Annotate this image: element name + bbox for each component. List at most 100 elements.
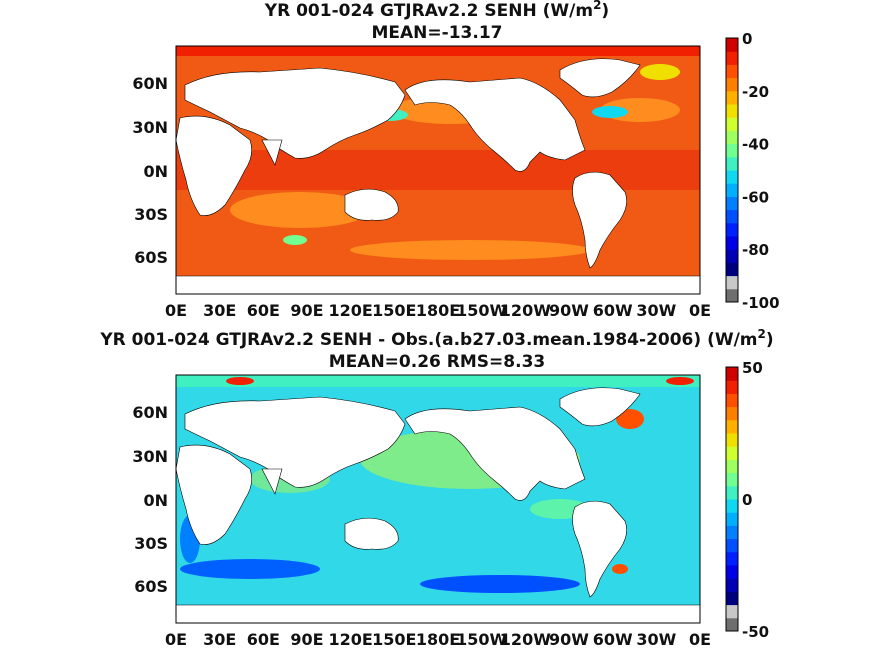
top-southern-spot [283,235,307,245]
top-lon-tick-7: 150W [456,301,507,320]
bottom-lon-tick-8: 120W [500,630,551,649]
top-colorbar-swatch [726,275,738,290]
top-colorbar: 0 -20 -40 -60 -80 -100 [725,30,780,312]
top-colorbar-swatch [726,51,738,65]
bottom-colorbar-tick: 50 [742,359,763,377]
top-lon-tick-8: 120W [500,301,551,320]
bottom-arctic-strip [176,375,700,387]
top-panel: YR 001-024 GTJRAv2.2 SENH (W/m2) MEAN=-1… [132,0,779,320]
top-colorbar-tick: -100 [742,294,780,312]
bottom-falkland-red [612,564,628,574]
top-colorbar-swatch [726,262,738,277]
top-patch-southern [350,240,590,260]
top-lon-tick-1: 30E [203,301,236,320]
bottom-lon-tick-10: 60W [593,630,633,649]
bottom-panel: YR 001-024 GTJRAv2.2 SENH - Obs.(a.b27.0… [99,327,773,649]
bottom-colorbar-tick: -50 [742,623,769,641]
bottom-colorbar-swatch [726,604,738,619]
top-lon-tick-10: 60W [593,301,633,320]
top-lon-tick-4: 120E [329,301,373,320]
top-colorbar-tick: -80 [742,241,769,259]
bottom-colorbar-swatch [726,512,738,526]
bottom-title-line1: YR 001-024 GTJRAv2.2 SENH - Obs.(a.b27.0… [99,327,773,350]
top-colorbar-swatch [726,117,738,131]
bottom-lat-tick-60n: 60N [132,403,168,422]
bottom-blue-southern-east [420,575,580,593]
top-lat-tick-0n: 0N [143,162,168,181]
bottom-arctic-red-2 [666,377,694,385]
bottom-colorbar-swatch [726,433,738,447]
bottom-lon-tick-11: 30W [636,630,676,649]
top-arctic-strip [176,46,700,56]
top-lat-tick-30s: 30S [134,205,168,224]
top-lon-tick-2: 60E [247,301,280,320]
bottom-colorbar-swatch [726,446,738,460]
bottom-colorbar-swatch [726,380,738,394]
bottom-colorbar-swatch [726,393,738,408]
bottom-map-frame [175,374,701,624]
top-colorbar-swatch [726,143,738,158]
bottom-arctic-red-1 [226,377,254,385]
top-map-frame [175,45,701,295]
bottom-title-line2: MEAN=0.26 RMS=8.33 [329,352,545,372]
bottom-blue-southern-west [180,559,320,579]
top-colorbar-swatch [726,236,738,250]
top-labrador-spot [640,64,680,80]
bottom-colorbar-swatch [726,367,738,381]
bottom-lon-tick-2: 60E [247,630,280,649]
bottom-colorbar-swatch [726,551,738,566]
bottom-colorbar-swatch [726,591,738,606]
bottom-lon-tick-5: 150E [372,630,416,649]
top-colorbar-swatch [726,130,738,145]
bottom-lat-tick-60s: 60S [134,577,168,596]
top-lon-tick-12: 0E [689,301,711,320]
bottom-colorbar-swatch [726,525,738,540]
top-lat-tick-60s: 60S [134,248,168,267]
bottom-colorbar-swatch [726,617,738,632]
bottom-colorbar-swatch [726,472,738,487]
bottom-colorbar-swatch [726,578,738,592]
top-colorbar-swatch [726,90,738,105]
bottom-labrador-red [616,409,644,429]
top-colorbar-swatch [726,104,738,118]
top-colorbar-swatch [726,64,738,79]
top-colorbar-swatch [726,183,738,197]
bottom-lon-tick-1: 30E [203,630,236,649]
bottom-lat-tick-30n: 30N [132,447,168,466]
bottom-colorbar: 50 0 -50 [725,359,769,641]
top-colorbar-swatch [726,196,738,211]
bottom-lon-tick-7: 150W [456,630,507,649]
top-lon-tick-3: 90E [290,301,323,320]
top-colorbar-swatch [726,77,738,92]
top-colorbar-tick: -20 [742,83,769,101]
bottom-map [175,374,701,624]
top-colorbar-swatch [726,288,738,303]
bottom-colorbar-swatch [726,565,738,579]
top-colorbar-tick: -40 [742,136,769,154]
bottom-colorbar-swatch [726,419,738,434]
bottom-colorbar-tick: 0 [742,491,752,509]
bottom-colorbar-swatch [726,406,738,421]
bottom-lat-tick-0n: 0N [143,491,168,510]
top-colorbar-swatch [726,222,738,237]
bottom-lon-tick-6: 180E [416,630,460,649]
top-tropical-band [176,150,700,190]
top-gulfstream-spot [592,106,628,118]
bottom-lon-tick-3: 90E [290,630,323,649]
bottom-lon-tick-4: 120E [329,630,373,649]
top-lon-tick-6: 180E [416,301,460,320]
top-lon-tick-9: 90W [549,301,589,320]
bottom-colorbar-swatch [726,485,738,500]
bottom-lat-tick-30s: 30S [134,534,168,553]
top-colorbar-swatch [726,209,738,224]
bottom-lon-tick-9: 90W [549,630,589,649]
bottom-colorbar-swatch [726,538,738,553]
top-colorbar-tick: -60 [742,188,769,206]
top-lon-tick-5: 150E [372,301,416,320]
top-title-line2: MEAN=-13.17 [372,23,503,43]
bottom-colorbar-frame [725,366,739,632]
top-colorbar-swatch [726,170,738,184]
